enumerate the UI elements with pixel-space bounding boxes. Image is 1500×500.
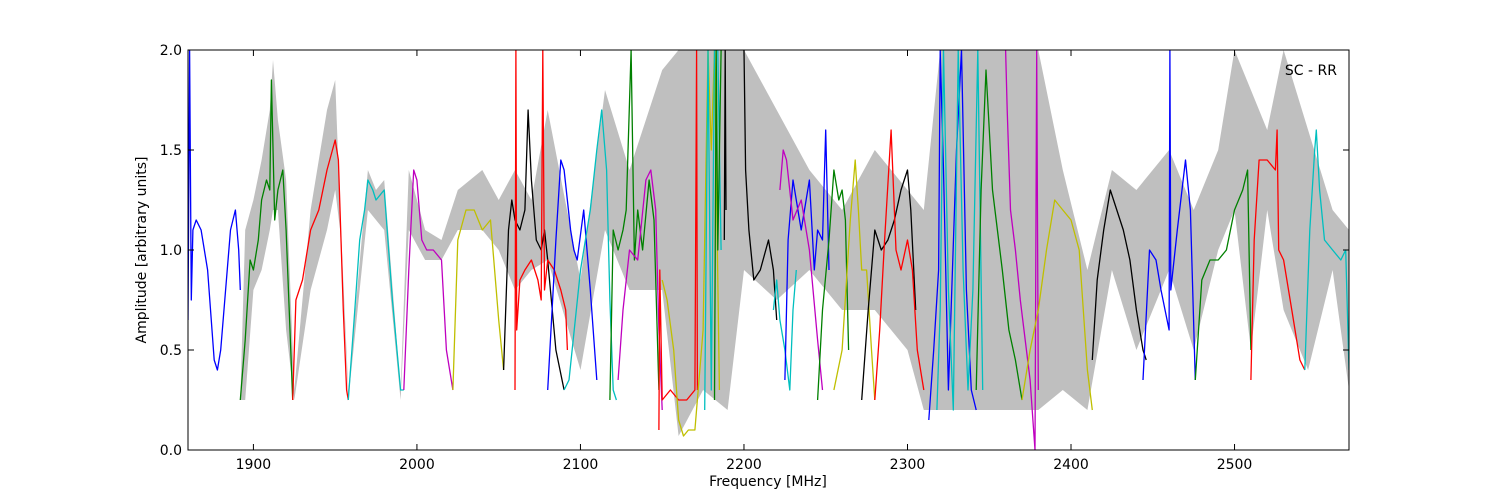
series-line-20 (784, 129, 830, 381)
series-line-23 (833, 159, 876, 401)
y-tick-label: 0.5 (160, 343, 182, 359)
series-line-11 (609, 50, 660, 401)
series-line-33 (1194, 169, 1252, 381)
series-layer (188, 50, 1349, 450)
series-line-22 (816, 169, 850, 401)
series-line-17 (713, 50, 722, 401)
x-tick-label: 2300 (890, 457, 926, 473)
series-line-6 (452, 209, 505, 391)
series-line-7 (502, 109, 565, 391)
y-axis-label: Amplitude [arbitrary units] (134, 157, 150, 344)
series-line-30 (1021, 199, 1093, 411)
chart-annotation: SC - RR (1285, 63, 1337, 79)
series-line-2 (239, 79, 294, 401)
series-line-16 (723, 50, 727, 241)
series-line-1 (188, 50, 241, 371)
x-tick-label: 2400 (1053, 457, 1089, 473)
background-band (240, 50, 1349, 436)
series-line-32 (1142, 50, 1196, 381)
series-line-26 (928, 50, 977, 421)
x-axis-label: Frequency [MHz] (709, 474, 827, 490)
y-tick-label: 1.0 (160, 243, 182, 259)
series-line-28 (975, 69, 1023, 401)
y-tick-label: 0.0 (160, 443, 182, 459)
y-axis-ticks: 0.0 0.5 1.0 1.5 2.0 (160, 43, 1349, 459)
x-axis-ticks: 1900 2000 2100 2200 2300 2400 2500 (236, 50, 1253, 473)
series-line-29 (1004, 50, 1039, 450)
series-line-12 (617, 169, 663, 411)
series-line-8 (514, 50, 569, 391)
series-line-5 (403, 169, 454, 391)
x-tick-label: 1900 (236, 457, 272, 473)
series-line-13 (658, 50, 699, 431)
series-line-27 (936, 50, 984, 411)
x-tick-label: 2200 (726, 457, 762, 473)
x-tick-label: 2500 (1217, 457, 1253, 473)
y-tick-label: 1.5 (160, 143, 182, 159)
background-band-layer (240, 50, 1349, 436)
series-line-35 (1304, 129, 1349, 371)
series-line-21 (779, 149, 824, 391)
series-line-25 (874, 129, 925, 401)
x-tick-label: 2100 (563, 457, 599, 473)
series-line-19 (772, 269, 797, 391)
series-line-15 (704, 50, 722, 411)
series-line-31 (1091, 189, 1147, 361)
y-tick-label: 2.0 (160, 43, 182, 59)
series-line-9 (547, 159, 598, 391)
x-tick-label: 2000 (399, 457, 435, 473)
series-line-3 (292, 139, 349, 401)
series-line-18 (743, 50, 778, 321)
series-line-14 (661, 50, 721, 437)
series-line-34 (1250, 129, 1306, 381)
series-line-4 (347, 179, 404, 401)
series-line-24 (861, 169, 917, 401)
